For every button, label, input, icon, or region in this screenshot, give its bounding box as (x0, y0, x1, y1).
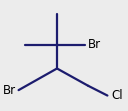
Text: Br: Br (3, 84, 16, 97)
Text: Cl: Cl (111, 89, 123, 102)
Text: Br: Br (88, 38, 101, 51)
